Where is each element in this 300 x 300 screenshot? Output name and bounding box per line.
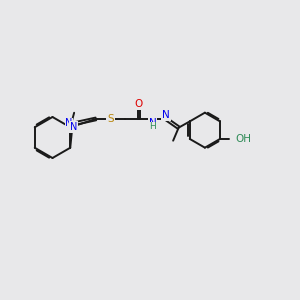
Text: O: O	[134, 99, 143, 109]
Text: N: N	[148, 118, 156, 128]
Text: OH: OH	[236, 134, 251, 144]
Text: N: N	[162, 110, 170, 120]
Text: N: N	[70, 122, 77, 132]
Text: H: H	[149, 122, 156, 131]
Text: S: S	[107, 114, 114, 124]
Text: N: N	[65, 118, 73, 128]
